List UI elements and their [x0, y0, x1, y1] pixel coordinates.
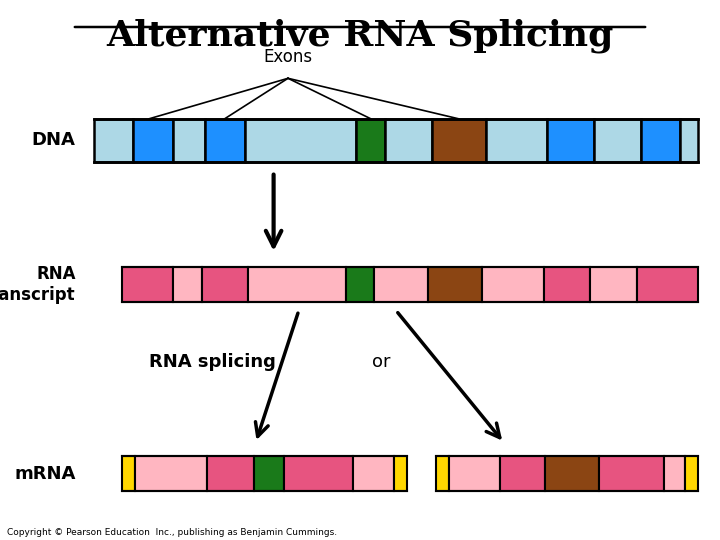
Bar [590, 267, 637, 302]
Bar [133, 119, 173, 162]
Text: or: or [372, 353, 391, 371]
Bar [385, 119, 432, 162]
Bar [641, 119, 680, 162]
Bar [500, 456, 545, 491]
Bar [545, 456, 599, 491]
Bar [173, 119, 205, 162]
Bar [135, 456, 207, 491]
Bar [245, 119, 356, 162]
Text: Alternative RNA Splicing: Alternative RNA Splicing [107, 19, 613, 53]
Text: DNA: DNA [32, 131, 76, 150]
Bar [394, 456, 407, 491]
Bar [594, 119, 641, 162]
Bar [248, 267, 346, 302]
Bar [547, 119, 594, 162]
Bar [432, 119, 486, 162]
Bar [202, 267, 248, 302]
Text: mRNA: mRNA [14, 465, 76, 483]
Text: Copyright © Pearson Education  Inc., publishing as Benjamin Cummings.: Copyright © Pearson Education Inc., publ… [7, 528, 338, 537]
Bar [374, 267, 428, 302]
Bar [94, 119, 133, 162]
Bar [356, 119, 385, 162]
Bar [486, 119, 547, 162]
Bar [428, 267, 482, 302]
Bar [599, 456, 664, 491]
Bar [544, 267, 590, 302]
Bar [122, 267, 173, 302]
Bar [284, 456, 353, 491]
Text: RNA
transcript: RNA transcript [0, 266, 76, 304]
Text: RNA splicing: RNA splicing [149, 353, 276, 371]
Bar [637, 267, 698, 302]
Bar [254, 456, 284, 491]
Text: Exons: Exons [264, 48, 312, 66]
Bar [482, 267, 544, 302]
Bar [685, 456, 698, 491]
Bar [680, 119, 698, 162]
Bar [207, 456, 254, 491]
Bar [436, 456, 449, 491]
Bar [346, 267, 374, 302]
Bar [122, 456, 135, 491]
Bar [449, 456, 500, 491]
Bar [205, 119, 245, 162]
Bar [173, 267, 202, 302]
Bar [664, 456, 685, 491]
Bar [353, 456, 394, 491]
